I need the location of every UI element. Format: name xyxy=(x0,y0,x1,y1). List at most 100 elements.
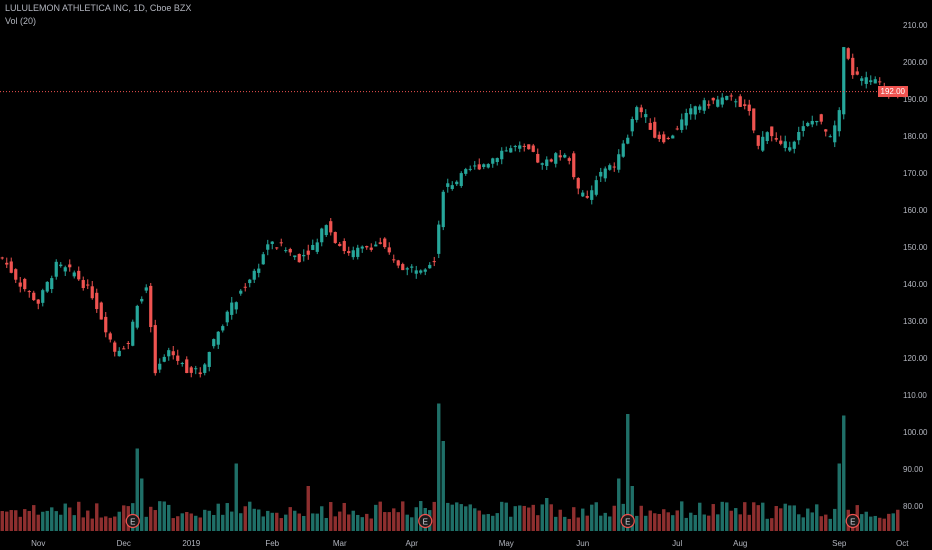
candle-body[interactable] xyxy=(117,350,121,357)
candle-body[interactable] xyxy=(351,250,355,258)
candle-body[interactable] xyxy=(324,225,328,236)
candle-body[interactable] xyxy=(680,119,684,130)
candle-body[interactable] xyxy=(774,138,778,140)
candle-body[interactable] xyxy=(558,155,562,158)
candle-body[interactable] xyxy=(441,191,445,228)
candle-body[interactable] xyxy=(360,246,364,249)
candle-body[interactable] xyxy=(500,150,504,160)
candle-body[interactable] xyxy=(144,287,148,291)
candle-body[interactable] xyxy=(824,129,828,132)
candle-body[interactable] xyxy=(585,196,589,198)
candle-body[interactable] xyxy=(720,97,724,105)
candle-body[interactable] xyxy=(383,238,387,248)
candle-body[interactable] xyxy=(626,137,630,144)
candle-body[interactable] xyxy=(531,145,535,152)
candle-body[interactable] xyxy=(108,333,112,340)
candle-body[interactable] xyxy=(95,292,99,310)
candle-body[interactable] xyxy=(572,153,576,178)
candle-body[interactable] xyxy=(410,266,414,268)
candle-body[interactable] xyxy=(792,141,796,149)
candle-body[interactable] xyxy=(482,164,486,168)
candle-body[interactable] xyxy=(612,166,616,168)
candle-body[interactable] xyxy=(243,286,247,288)
candle-body[interactable] xyxy=(477,164,481,170)
candle-body[interactable] xyxy=(446,183,450,187)
candle-body[interactable] xyxy=(302,254,306,257)
candle-body[interactable] xyxy=(473,165,477,167)
candle-body[interactable] xyxy=(464,169,468,174)
earnings-marker[interactable]: E xyxy=(620,513,635,529)
candle-body[interactable] xyxy=(41,290,45,303)
candle-body[interactable] xyxy=(729,95,733,97)
candle-body[interactable] xyxy=(342,241,346,252)
candle-body[interactable] xyxy=(599,171,603,177)
candle-body[interactable] xyxy=(666,138,670,140)
candle-body[interactable] xyxy=(545,159,549,166)
candle-body[interactable] xyxy=(86,284,90,286)
candle-body[interactable] xyxy=(828,136,832,138)
candle-body[interactable] xyxy=(603,168,607,179)
candle-body[interactable] xyxy=(693,106,697,115)
candle-body[interactable] xyxy=(158,363,162,370)
candle-body[interactable] xyxy=(99,302,103,320)
candle-body[interactable] xyxy=(765,132,769,142)
candle-body[interactable] xyxy=(491,158,495,164)
candle-body[interactable] xyxy=(185,359,189,373)
candle-body[interactable] xyxy=(698,106,702,110)
candle-body[interactable] xyxy=(54,261,58,277)
candle-body[interactable] xyxy=(140,298,144,302)
candle-body[interactable] xyxy=(221,326,225,331)
candle-body[interactable] xyxy=(153,325,157,374)
candle-body[interactable] xyxy=(401,264,405,271)
candle-body[interactable] xyxy=(527,144,531,150)
candle-body[interactable] xyxy=(59,264,63,267)
candle-body[interactable] xyxy=(833,125,837,143)
candle-body[interactable] xyxy=(752,108,756,131)
candle-body[interactable] xyxy=(284,250,288,252)
candle-body[interactable] xyxy=(203,364,207,373)
candle-body[interactable] xyxy=(738,96,742,107)
candle-body[interactable] xyxy=(554,153,558,164)
candle-body[interactable] xyxy=(594,180,598,195)
candle-body[interactable] xyxy=(194,368,198,370)
candle-body[interactable] xyxy=(90,286,94,299)
candle-body[interactable] xyxy=(549,159,553,162)
candle-body[interactable] xyxy=(869,80,873,83)
candle-body[interactable] xyxy=(405,268,409,270)
candle-body[interactable] xyxy=(540,163,544,165)
candle-body[interactable] xyxy=(225,311,229,323)
candle-body[interactable] xyxy=(171,351,175,356)
candle-body[interactable] xyxy=(639,107,643,113)
candle-body[interactable] xyxy=(293,255,297,258)
candle-body[interactable] xyxy=(288,249,292,253)
candle-body[interactable] xyxy=(783,141,787,148)
candle-body[interactable] xyxy=(423,269,427,272)
candle-body[interactable] xyxy=(279,242,283,244)
candle-body[interactable] xyxy=(18,282,22,287)
candle-body[interactable] xyxy=(162,356,166,362)
candle-body[interactable] xyxy=(657,134,661,140)
candle-body[interactable] xyxy=(257,268,261,273)
candle-body[interactable] xyxy=(36,299,40,304)
candle-body[interactable] xyxy=(788,147,792,151)
candle-body[interactable] xyxy=(149,285,153,328)
candle-body[interactable] xyxy=(671,135,675,139)
candle-body[interactable] xyxy=(45,281,49,292)
candle-body[interactable] xyxy=(504,150,508,152)
candle-body[interactable] xyxy=(806,122,810,126)
candle-body[interactable] xyxy=(648,122,652,130)
candle-body[interactable] xyxy=(819,114,823,122)
candle-body[interactable] xyxy=(860,78,864,81)
candle-body[interactable] xyxy=(567,158,571,161)
candle-body[interactable] xyxy=(761,136,765,151)
candle-body[interactable] xyxy=(608,165,612,170)
candle-body[interactable] xyxy=(63,267,67,272)
candle-body[interactable] xyxy=(387,247,391,253)
candle-body[interactable] xyxy=(536,153,540,163)
candle-body[interactable] xyxy=(122,348,126,350)
candle-body[interactable] xyxy=(189,367,193,373)
candle-body[interactable] xyxy=(455,181,459,185)
candle-body[interactable] xyxy=(684,112,688,126)
candle-body[interactable] xyxy=(315,242,319,252)
